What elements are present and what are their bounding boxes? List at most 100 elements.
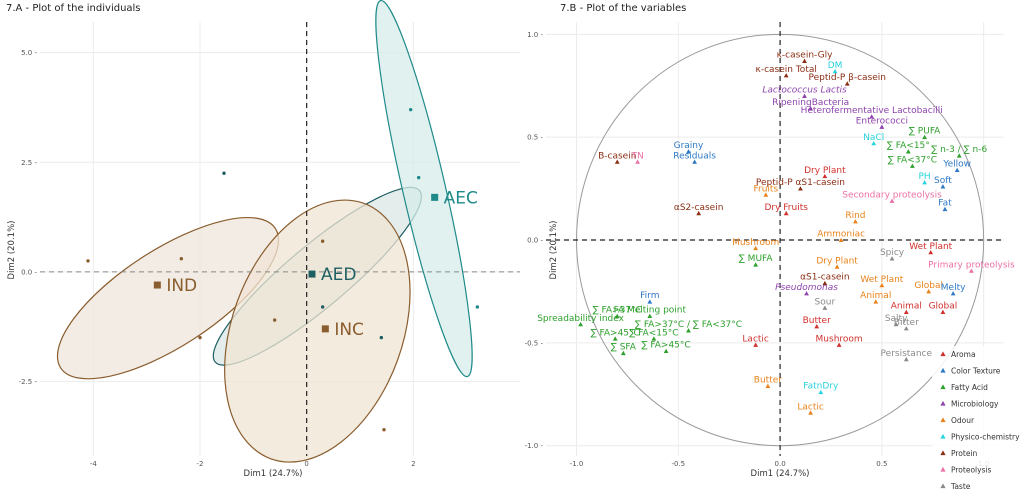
- individual-point-inc: [320, 239, 325, 243]
- variable-label: Animal: [891, 302, 922, 312]
- variable-label: ∑ FA<37°C: [888, 155, 937, 165]
- variable-marker: [612, 336, 618, 341]
- individual-point-ind: [198, 335, 202, 340]
- panel-b-tick-labels: -1.0-0.50.00.51.0-1.0 --0.5 -0.0 -0.5 -1…: [525, 31, 990, 468]
- variable-label: Global: [929, 302, 958, 312]
- variable-marker: [614, 313, 620, 319]
- variable-label: Peptid-P αS1-casein: [756, 178, 845, 188]
- variable-label: Lactic: [797, 402, 824, 412]
- legend-label-physico-chemistry: Physico-chemistry: [951, 433, 1020, 442]
- variable-marker: [903, 326, 909, 331]
- variable-marker: [969, 268, 974, 273]
- individuals-plot: 7.A - Plot of the individuals IND AED INC A…: [6, 0, 520, 479]
- variable-marker: [753, 245, 759, 251]
- panel-b-x-tick-label: 0.0: [775, 460, 786, 468]
- panel-b-x-tick-label: 0.5: [876, 460, 887, 468]
- variable-label: Fat: [938, 199, 952, 209]
- variable-label: Sour: [815, 297, 836, 307]
- variable-label: Heterofermentative Lactobacilli: [801, 106, 943, 116]
- panel-a-y-tick-label: 5.0 -: [21, 49, 37, 57]
- panel-a-x-tick-label: -4: [90, 460, 98, 468]
- individual-point-inc: [382, 427, 386, 432]
- legend-label-taste: Taste: [950, 482, 971, 491]
- variable-marker: [879, 124, 885, 129]
- variable-label: Lactococcus Lactis: [762, 86, 847, 96]
- variable-marker: [753, 342, 759, 347]
- individual-point-aec: [416, 175, 421, 180]
- variable-label: NaCl: [863, 133, 884, 143]
- variable-marker: [696, 210, 702, 216]
- variable-marker: [692, 159, 697, 164]
- variable-label: ∑ FA<15°: [887, 141, 930, 151]
- panel-b-reference-lines: [546, 22, 1004, 456]
- legend-key-aroma: [940, 351, 946, 357]
- variable-marker: [853, 219, 858, 224]
- variable-marker: [822, 280, 828, 286]
- variable-label: Butter: [754, 376, 782, 386]
- legend-key-taste: [940, 483, 946, 489]
- variable-marker: [940, 184, 946, 189]
- legend-label-aroma: Aroma: [951, 350, 976, 359]
- variable-label: Mushroom: [816, 334, 863, 344]
- panel-a-y-tick-label: 0.0 -: [21, 268, 37, 276]
- group-label-ind: IND: [166, 276, 197, 296]
- group-label-aec: AEC: [444, 188, 478, 208]
- variable-marker: [802, 93, 807, 98]
- panel-a-ellipses: [56, 0, 473, 463]
- panel-b-x-tick-label: -0.5: [671, 460, 685, 468]
- panel-b-points: κ-casein-Gly κ-casein Total DM Peptid-P β-c…: [537, 51, 1015, 415]
- variable-label: FatnDry: [803, 382, 839, 392]
- variable-marker: [879, 282, 885, 288]
- panel-b-y-axis-label: Dim2 (20.1%): [549, 221, 559, 280]
- panel-a-tick-labels: -4 -2 0 2 -2.5 - 0.0 - 2.5 - 5.0 -: [19, 49, 416, 468]
- variable-label: Fruits: [754, 184, 779, 194]
- variable-label: ∑ FA<15°C: [629, 328, 678, 338]
- variable-label: Mushroom: [732, 238, 779, 248]
- legend-key-color-texture: [940, 367, 946, 373]
- panel-b-y-tick-label: 0.5 -: [527, 134, 543, 142]
- group-ellipse-inc: [224, 199, 411, 463]
- variable-marker: [614, 159, 620, 164]
- variable-label: ∑ FA>37°C: [593, 306, 642, 316]
- variable-label: Dry Plant: [816, 256, 858, 266]
- individual-point-ind: [179, 257, 184, 261]
- legend-label-odour: Odour: [951, 416, 975, 425]
- variable-label: B-casein: [598, 151, 636, 161]
- variable-marker: [903, 309, 909, 314]
- panel-b-title: 7.B - Plot of the variables: [560, 3, 686, 14]
- variable-marker: [922, 180, 928, 185]
- panel-a-reference-lines: [40, 22, 520, 456]
- variable-marker: [651, 336, 657, 341]
- variable-label: Primary proteolysis: [928, 260, 1015, 270]
- panel-b-y-tick-label: -1.0 -: [525, 442, 544, 450]
- panel-b-legend: Aroma Color Texture Fatty Acid Microbiology…: [932, 346, 1020, 492]
- variable-marker: [869, 114, 875, 119]
- panel-a-title: 7.A - Plot of the individuals: [6, 3, 141, 14]
- variable-marker: [818, 389, 824, 395]
- individual-point-ind: [86, 259, 90, 263]
- variable-label: TN: [630, 151, 643, 161]
- variable-marker: [905, 149, 911, 154]
- variable-marker: [928, 249, 934, 255]
- variable-label: Rind: [845, 211, 865, 221]
- group-center-aec: [431, 193, 439, 201]
- variable-label: ∑ PUFA: [909, 127, 941, 137]
- variable-label: Ammoniac: [817, 230, 865, 240]
- legend-key-protein: [940, 450, 946, 456]
- variable-label: Soft: [934, 176, 952, 186]
- legend-label-color-texture: Color Texture: [951, 367, 1001, 376]
- variable-marker: [926, 289, 932, 294]
- variable-label: ∑ FA>45°C: [591, 328, 640, 338]
- variable-label: Melty: [941, 283, 966, 293]
- group-ellipse-aec: [375, 0, 473, 378]
- variable-marker: [889, 256, 895, 261]
- variable-marker: [954, 167, 960, 173]
- panel-b-x-axis-label: Dim1 (24.7%): [751, 469, 810, 479]
- variable-marker: [873, 299, 879, 304]
- variable-label: Spicy: [880, 248, 905, 258]
- variable-marker: [663, 348, 669, 354]
- panel-a-x-tick-label: -2: [197, 460, 204, 468]
- variable-marker: [620, 350, 626, 356]
- individual-point-aec: [475, 305, 480, 309]
